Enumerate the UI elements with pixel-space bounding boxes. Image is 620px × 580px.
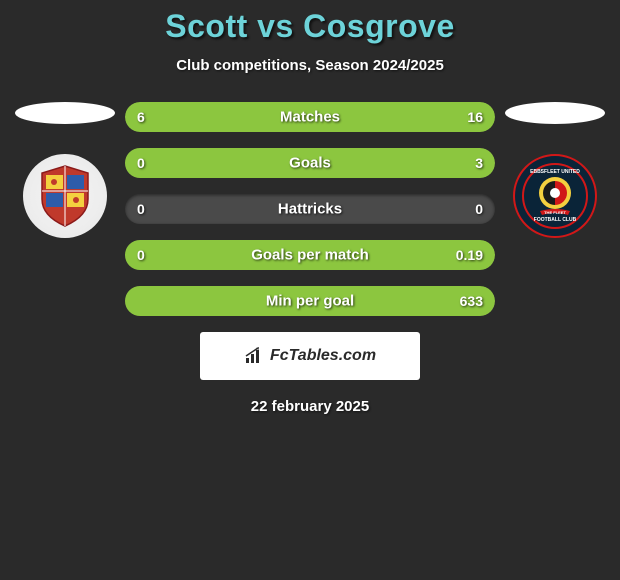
svg-text:THE FLEET: THE FLEET	[544, 210, 566, 215]
stat-value-right: 3	[475, 155, 483, 171]
stat-value-left: 0	[137, 247, 145, 263]
stat-label: Min per goal	[266, 293, 354, 310]
stat-value-left: 6	[137, 109, 145, 125]
stat-value-right: 633	[460, 293, 483, 309]
chart-icon	[244, 347, 264, 365]
shield-icon	[30, 161, 100, 231]
subtitle: Club competitions, Season 2024/2025	[0, 57, 620, 74]
stat-bar: Matches 6 16	[125, 102, 495, 132]
watermark-text: FcTables.com	[270, 347, 376, 365]
svg-text:EBBSFLEET UNITED: EBBSFLEET UNITED	[530, 169, 580, 175]
stat-value-left: 0	[137, 201, 145, 217]
stat-label: Goals per match	[251, 247, 369, 264]
player-right-placeholder	[505, 102, 605, 124]
stat-label: Hattricks	[278, 201, 342, 218]
player-left-column	[15, 102, 115, 238]
stat-value-right: 0.19	[456, 247, 483, 263]
infographic-container: Scott vs Cosgrove Club competitions, Sea…	[0, 0, 620, 415]
player-right-column: EBBSFLEET UNITED FOOTBALL CLUB THE FLEET	[505, 102, 605, 238]
club-badge-right: EBBSFLEET UNITED FOOTBALL CLUB THE FLEET	[513, 154, 597, 238]
stat-label: Goals	[289, 155, 331, 172]
svg-text:FOOTBALL CLUB: FOOTBALL CLUB	[534, 217, 577, 223]
stat-bar: Goals 0 3	[125, 148, 495, 178]
stat-bar: Hattricks 0 0	[125, 194, 495, 224]
club-badge-left	[23, 154, 107, 238]
page-title: Scott vs Cosgrove	[0, 8, 620, 45]
stats-column: Matches616Goals03Hattricks00Goals per ma…	[125, 102, 495, 316]
stat-value-right: 0	[475, 201, 483, 217]
stat-value-left: 0	[137, 155, 145, 171]
stat-bar: Min per goal 633	[125, 286, 495, 316]
stat-fill-right	[225, 102, 495, 132]
stat-label: Matches	[280, 109, 340, 126]
club-circle-icon: EBBSFLEET UNITED FOOTBALL CLUB THE FLEET	[520, 161, 590, 231]
main-row: Matches616Goals03Hattricks00Goals per ma…	[0, 102, 620, 316]
stat-value-right: 16	[467, 109, 483, 125]
date-text: 22 february 2025	[0, 398, 620, 415]
watermark: FcTables.com	[200, 332, 420, 380]
player-left-placeholder	[15, 102, 115, 124]
stat-bar: Goals per match 0 0.19	[125, 240, 495, 270]
